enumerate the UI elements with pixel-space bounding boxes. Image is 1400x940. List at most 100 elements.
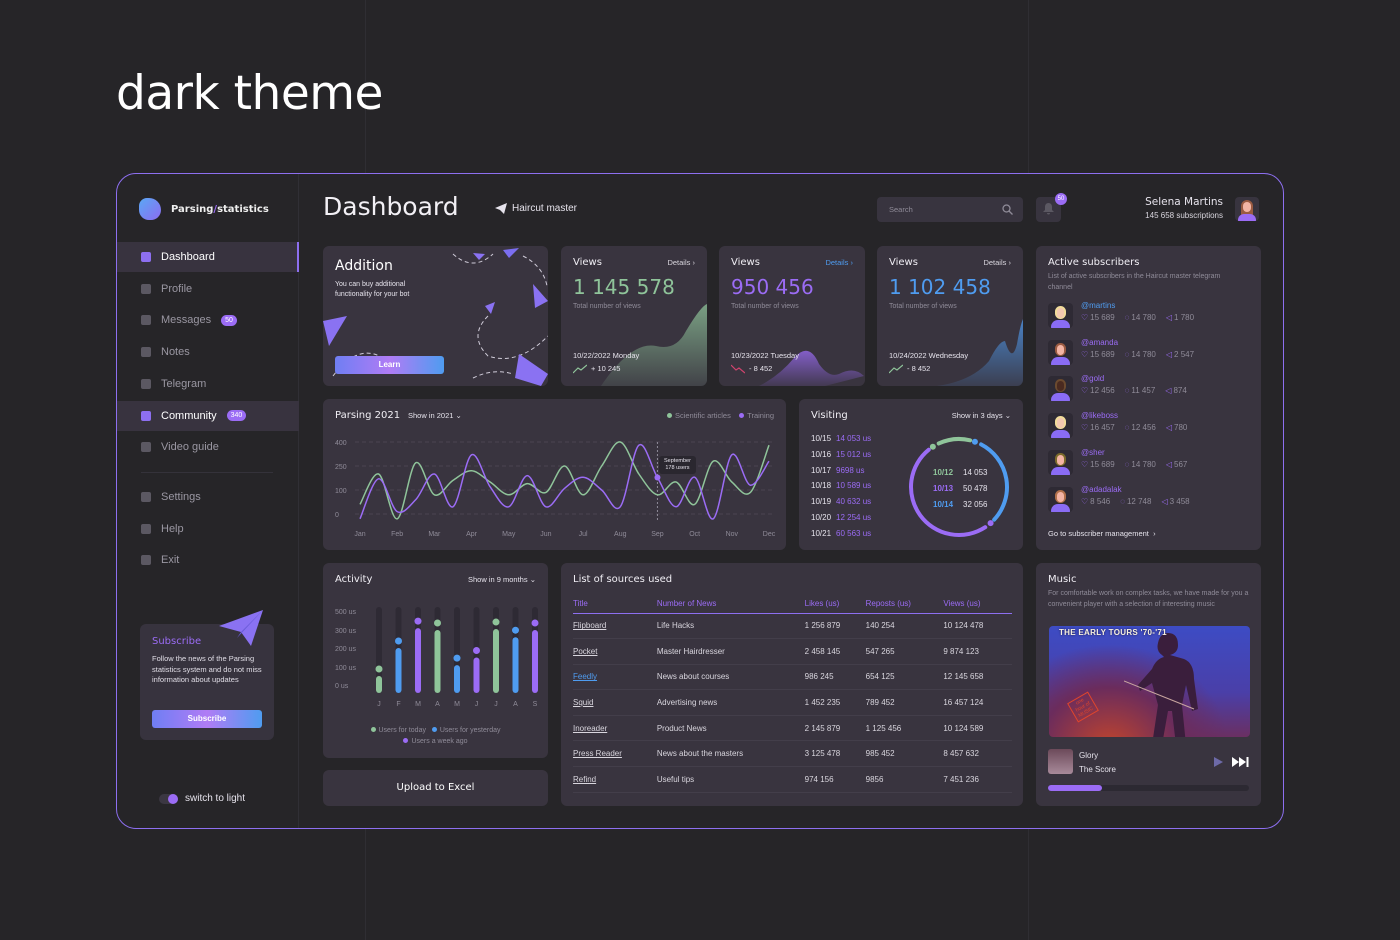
source-link[interactable]: Flipboard: [573, 613, 657, 640]
source-link[interactable]: Refind: [573, 766, 657, 793]
bar[interactable]: [376, 676, 382, 693]
channel-name[interactable]: Haircut master: [512, 203, 578, 214]
bell-icon: [1043, 203, 1054, 215]
column-header[interactable]: Title: [573, 595, 657, 614]
views-delta: + 10 245: [591, 364, 621, 373]
sidebar-item-community[interactable]: Community 340: [117, 400, 299, 431]
bar[interactable]: [493, 629, 499, 693]
bar[interactable]: [454, 665, 460, 693]
theme-toggle[interactable]: [159, 794, 178, 804]
search-input[interactable]: Search: [877, 197, 1023, 222]
sidebar-item-video-guide[interactable]: Video guide: [117, 432, 299, 462]
stat-value: 2 547: [1174, 349, 1195, 359]
subscriber-handle[interactable]: @adadalak: [1081, 484, 1122, 494]
parsing-filter[interactable]: Show in 2021 ⌄: [408, 411, 462, 420]
x-tick-label: May: [502, 531, 516, 538]
details-link[interactable]: Details ›: [983, 258, 1011, 267]
sidebar-item-dashboard[interactable]: Dashboard: [117, 242, 299, 272]
donut-legend-row: 10/13 50 478: [933, 484, 987, 493]
donut-segment: [979, 442, 1009, 522]
sidebar-item-label: Community: [161, 409, 217, 422]
theme-toggle-label[interactable]: switch to light: [185, 793, 246, 804]
chevron-right-icon: ›: [1150, 529, 1156, 538]
details-link[interactable]: Details ›: [825, 258, 853, 267]
source-link[interactable]: Feedly: [573, 664, 657, 691]
sidebar-item-telegram[interactable]: Telegram: [117, 369, 299, 399]
subscriber-handle[interactable]: @sher: [1081, 447, 1105, 457]
subscriber-handle[interactable]: @likeboss: [1081, 411, 1119, 421]
learn-button[interactable]: Learn: [335, 356, 444, 374]
avatar[interactable]: [1235, 197, 1259, 221]
notifications-button[interactable]: [1036, 197, 1061, 222]
views-area-chart: [759, 350, 864, 386]
visiting-filter[interactable]: Show in 3 days ⌄: [952, 411, 1011, 420]
subscribe-button[interactable]: Subscribe: [152, 710, 262, 728]
sidebar-item-notes[interactable]: Notes: [117, 337, 299, 367]
x-tick-label: Dec: [763, 531, 776, 538]
sidebar-item-label: Messages: [161, 314, 212, 327]
chart-icon: [141, 252, 151, 262]
source-link[interactable]: Squid: [573, 689, 657, 716]
views-value: 1 102 458: [889, 275, 991, 299]
x-tick-label: A: [435, 701, 440, 708]
track-thumbnail: [1048, 749, 1073, 774]
legend-dot: [666, 413, 672, 418]
table-cell: 9856: [865, 766, 944, 793]
visit-date: 10/17: [811, 465, 832, 475]
visit-value: 9698 us: [836, 465, 865, 475]
stat-value: 780: [1174, 423, 1188, 433]
bar[interactable]: [395, 648, 402, 693]
track-artist: The Score: [1079, 765, 1116, 774]
search-icon[interactable]: [1002, 204, 1013, 215]
sidebar-item-settings[interactable]: Settings: [117, 482, 299, 512]
play-icon[interactable]: [1213, 757, 1223, 767]
x-tick-label: Nov: [726, 531, 739, 538]
table-cell: 7 451 236: [943, 766, 1012, 793]
filter-label: Show in 2021: [408, 411, 454, 420]
donut-segment: [936, 437, 973, 446]
source-link[interactable]: Pocket: [573, 638, 657, 665]
source-link[interactable]: Press Reader: [573, 740, 657, 768]
paper-planes-decoration: [323, 248, 548, 386]
send-icon: ◁: [1161, 496, 1168, 506]
subscriber-management-link[interactable]: Go to subscriber management ›: [1048, 529, 1156, 538]
table-row: Pocket Master Hairdresser 2 458 145 547 265…: [573, 638, 1012, 665]
column-header[interactable]: Reposts (us): [865, 595, 944, 614]
views-value: 950 456: [731, 275, 814, 299]
activity-filter[interactable]: Show in 9 months ⌄: [468, 575, 536, 584]
line-chart[interactable]: 400 250 100 0 Jan Feb Mar Apr May Jun Jul Aug Sep Oct…: [323, 399, 786, 550]
stat-likes: ♡ 16 457: [1081, 423, 1115, 432]
visit-value: 40 632 us: [836, 497, 872, 507]
stat-value: 12 456: [1131, 423, 1156, 433]
bar-marker: [395, 637, 402, 645]
data-point[interactable]: [654, 474, 661, 481]
next-track-icon[interactable]: [1232, 757, 1249, 767]
active-subscribers-card: Active subscribers List of active subscr…: [1036, 246, 1261, 550]
column-header[interactable]: Number of News: [656, 595, 805, 614]
subscriber-handle[interactable]: @martins: [1081, 301, 1116, 310]
x-tick-label: Apr: [466, 531, 478, 538]
sidebar-item-help[interactable]: Help: [117, 514, 299, 544]
upload-excel-button[interactable]: Upload to Excel: [323, 770, 548, 806]
track-progress[interactable]: [1048, 785, 1249, 791]
sidebar-item-exit[interactable]: Exit: [117, 545, 299, 575]
sidebar-item-messages[interactable]: Messages 50: [117, 305, 299, 335]
bar[interactable]: [473, 657, 480, 694]
subscriber-row: @adadalak ♡ 8 546 ◌ 12 748 ◁ 3 458: [1048, 485, 1248, 515]
subscriber-handle[interactable]: @amanda: [1081, 337, 1119, 347]
source-link[interactable]: Inoreader: [573, 715, 657, 742]
donut-date: 10/13: [933, 484, 954, 493]
bar-marker: [531, 619, 539, 627]
column-header[interactable]: Likes (us): [804, 595, 866, 614]
bar[interactable]: [434, 630, 441, 693]
column-header[interactable]: Views (us): [943, 595, 1012, 614]
sidebar-item-profile[interactable]: Profile: [117, 274, 299, 304]
bar[interactable]: [512, 637, 519, 693]
trend-up-icon: [573, 364, 587, 374]
bar[interactable]: [415, 628, 421, 693]
visit-value: 12 254 us: [836, 513, 872, 522]
addition-card: Addition You can buy additional function…: [323, 246, 548, 386]
bar[interactable]: [532, 630, 538, 693]
subscriber-handle[interactable]: @gold: [1081, 374, 1105, 384]
details-link[interactable]: Details ›: [667, 258, 695, 267]
